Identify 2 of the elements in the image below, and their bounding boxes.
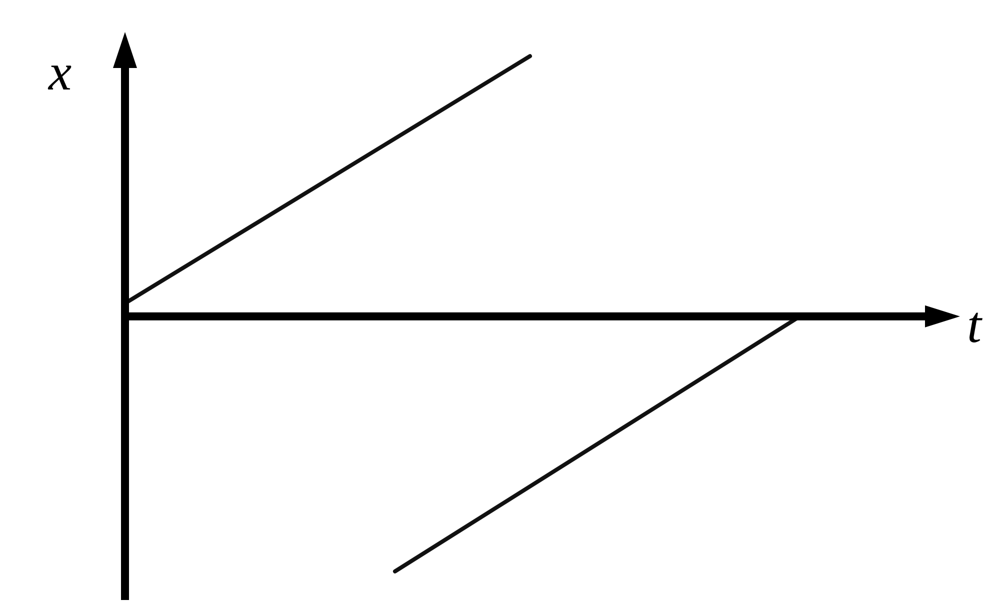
y-axis-title: x (47, 44, 72, 102)
x-axis-title: t (967, 297, 983, 354)
